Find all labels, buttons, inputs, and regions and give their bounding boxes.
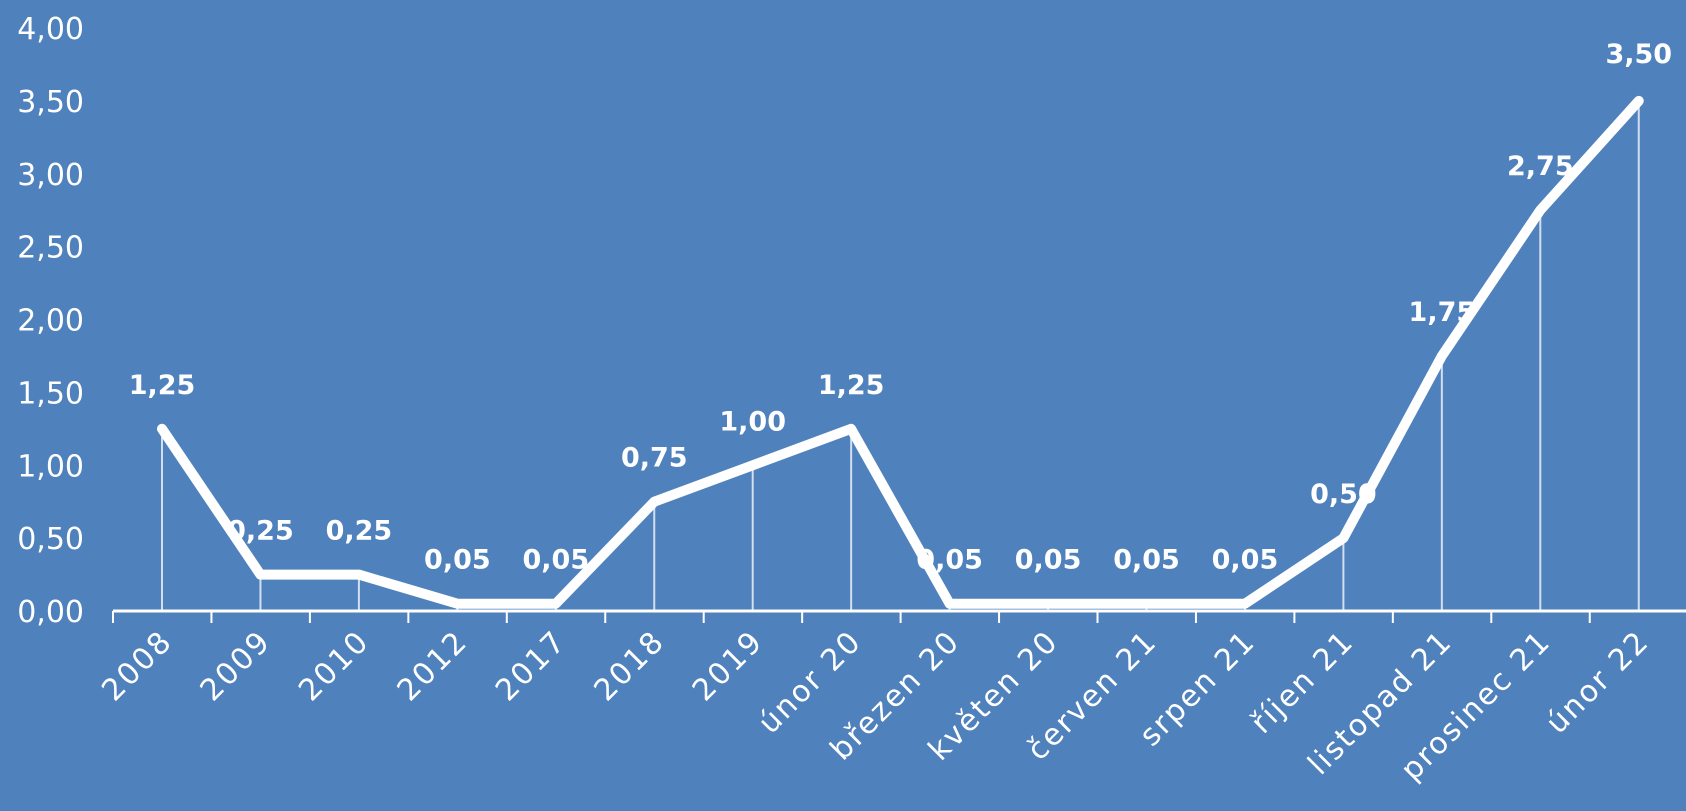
x-tick-label: 2008: [95, 624, 179, 708]
data-label: 0,05: [1212, 545, 1279, 576]
x-tick-label: 2012: [391, 624, 475, 708]
x-tick-label: 2009: [194, 624, 278, 708]
x-axis-ticks: [112, 611, 1591, 623]
x-tick-label: 2018: [588, 624, 672, 708]
data-labels: 1,25 0,25 0,25 0,05 0,05 0,75 1,00 1,25 0,05 0,05…: [129, 39, 1672, 576]
y-tick-label: 2,50: [17, 231, 84, 266]
data-label: 1,25: [818, 370, 885, 401]
data-label: 0,05: [522, 545, 589, 576]
x-tick-label: únor 22: [1539, 624, 1656, 741]
y-tick-label: 0,00: [17, 595, 84, 630]
data-label: 1,25: [129, 370, 196, 401]
data-label: 0,05: [424, 545, 491, 576]
data-label: 3,50: [1605, 39, 1672, 70]
y-tick-label: 3,50: [17, 85, 84, 120]
series-line: [157, 95, 1644, 609]
y-tick-label: 2,00: [17, 304, 84, 339]
data-label: 0,05: [916, 545, 983, 576]
data-label: 0,05: [1015, 545, 1082, 576]
data-label: 1,00: [719, 406, 786, 437]
x-tick-label: 2010: [292, 624, 376, 708]
y-tick-label: 1,00: [17, 449, 84, 484]
y-tick-label: 0,50: [17, 522, 84, 557]
y-tick-label: 4,00: [17, 12, 84, 47]
y-tick-label: 3,00: [17, 158, 84, 193]
x-tick-label: 2017: [489, 624, 573, 708]
data-label: 0,50: [1310, 479, 1377, 510]
data-label: 1,75: [1409, 297, 1476, 328]
y-axis-tick-labels: 0,00 0,50 1,00 1,50 2,00 2,50 3,00 3,50 4,00: [17, 12, 84, 630]
x-tick-label: 2019: [686, 624, 770, 708]
drop-lines: [161, 100, 1640, 611]
data-label: 0,25: [326, 516, 393, 547]
data-label: 2,75: [1507, 151, 1574, 182]
y-tick-label: 1,50: [17, 376, 84, 411]
data-label: 0,05: [1113, 545, 1180, 576]
data-label: 0,25: [227, 516, 294, 547]
data-label: 0,75: [621, 443, 688, 474]
